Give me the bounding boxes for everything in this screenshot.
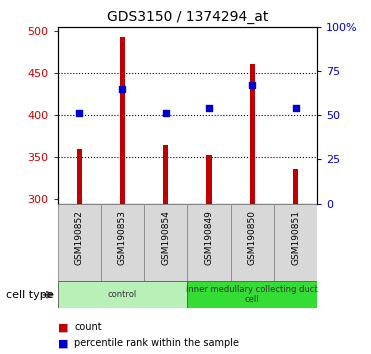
- Point: [249, 82, 255, 88]
- FancyBboxPatch shape: [187, 281, 317, 308]
- Text: count: count: [74, 322, 102, 332]
- FancyBboxPatch shape: [144, 204, 187, 281]
- Bar: [293, 169, 298, 204]
- FancyBboxPatch shape: [187, 204, 231, 281]
- Text: percentile rank within the sample: percentile rank within the sample: [74, 338, 239, 348]
- Text: GSM190851: GSM190851: [291, 210, 300, 265]
- Text: control: control: [108, 290, 137, 299]
- Point: [76, 110, 82, 116]
- Bar: [163, 144, 168, 204]
- FancyBboxPatch shape: [101, 204, 144, 281]
- FancyBboxPatch shape: [58, 204, 101, 281]
- Point: [293, 105, 299, 111]
- Point: [163, 110, 169, 116]
- Text: ■: ■: [58, 322, 68, 332]
- FancyBboxPatch shape: [274, 204, 317, 281]
- Text: GSM190849: GSM190849: [204, 210, 213, 265]
- Point: [206, 105, 212, 111]
- Point: [119, 86, 125, 91]
- Text: cell type: cell type: [6, 290, 53, 299]
- Bar: [76, 149, 82, 204]
- Title: GDS3150 / 1374294_at: GDS3150 / 1374294_at: [107, 10, 268, 24]
- Text: GSM190850: GSM190850: [248, 210, 257, 265]
- Text: GSM190854: GSM190854: [161, 210, 170, 265]
- FancyBboxPatch shape: [231, 204, 274, 281]
- Text: inner medullary collecting duct
cell: inner medullary collecting duct cell: [187, 285, 318, 304]
- FancyBboxPatch shape: [58, 281, 187, 308]
- Text: ■: ■: [58, 338, 68, 348]
- Text: GSM190852: GSM190852: [75, 210, 83, 265]
- Bar: [120, 37, 125, 204]
- Text: GSM190853: GSM190853: [118, 210, 127, 265]
- Bar: [250, 64, 255, 204]
- Bar: [206, 155, 211, 204]
